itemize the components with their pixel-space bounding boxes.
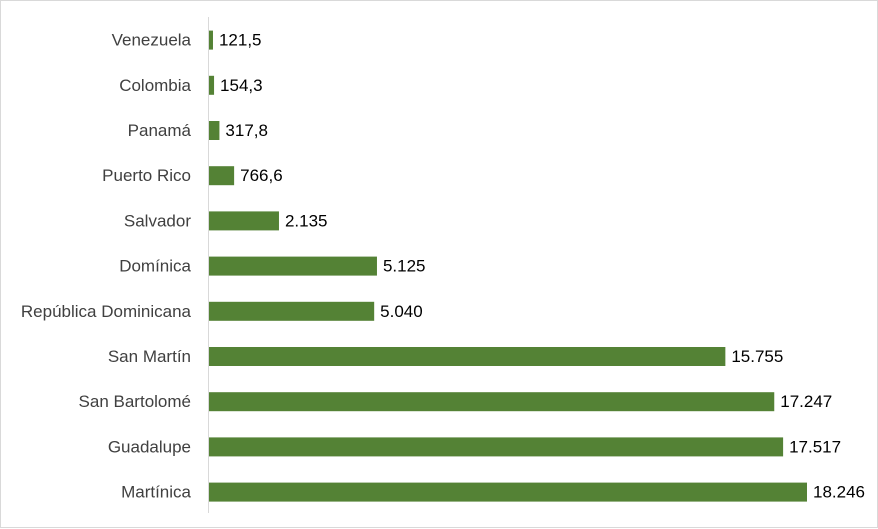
bar xyxy=(209,211,279,231)
data-label: 17.247 xyxy=(780,392,832,411)
data-label: 15.755 xyxy=(731,347,783,366)
category-label: Venezuela xyxy=(112,31,192,50)
category-labels: Venezuela Colombia Panamá Puerto Rico Salvad… xyxy=(21,31,192,502)
bars xyxy=(209,30,807,502)
data-label: 18.246 xyxy=(813,483,865,502)
bar xyxy=(209,392,775,412)
bar xyxy=(209,166,235,186)
category-label: República Dominicana xyxy=(21,302,192,321)
category-label: Panamá xyxy=(128,121,192,140)
data-label: 121,5 xyxy=(219,31,262,50)
data-label: 154,3 xyxy=(220,76,263,95)
data-label: 766,6 xyxy=(240,166,283,185)
bar xyxy=(209,75,215,95)
category-label: Guadalupe xyxy=(108,437,191,456)
category-label: Domínica xyxy=(119,257,191,276)
data-label: 317,8 xyxy=(225,121,268,140)
bar xyxy=(209,482,807,502)
bar xyxy=(209,347,726,366)
category-label: Puerto Rico xyxy=(102,166,191,185)
bar xyxy=(209,437,784,457)
category-label: San Bartolomé xyxy=(79,392,191,411)
data-label: 17.517 xyxy=(789,437,841,456)
category-label: Salvador xyxy=(124,211,191,230)
value-labels: 121,5 154,3 317,8 766,6 2.135 5.125 5.040 15.75… xyxy=(219,31,865,502)
bar xyxy=(209,121,220,140)
data-label: 5.125 xyxy=(383,257,426,276)
data-label: 2.135 xyxy=(285,211,328,230)
data-label: 5.040 xyxy=(380,302,423,321)
category-label: San Martín xyxy=(108,347,191,366)
bar xyxy=(209,301,375,321)
category-label: Martínica xyxy=(121,483,191,502)
category-label: Colombia xyxy=(119,76,191,95)
bar xyxy=(209,256,377,276)
bar xyxy=(209,30,213,50)
